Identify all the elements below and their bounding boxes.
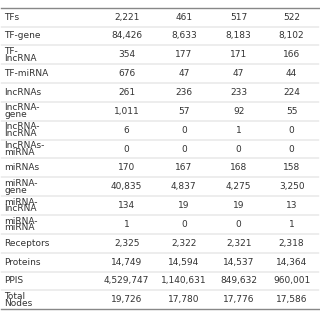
Text: 517: 517 (230, 13, 247, 22)
Text: lncRNAs: lncRNAs (4, 88, 42, 97)
Text: 17,586: 17,586 (276, 295, 308, 304)
Text: 47: 47 (233, 69, 244, 78)
Text: 158: 158 (283, 164, 300, 172)
Text: 2,321: 2,321 (226, 239, 252, 248)
Text: Total: Total (4, 292, 26, 301)
Text: 2,322: 2,322 (171, 239, 196, 248)
Text: 55: 55 (286, 107, 297, 116)
Text: 8,102: 8,102 (279, 31, 304, 41)
Text: 676: 676 (118, 69, 135, 78)
Text: 13: 13 (286, 201, 297, 210)
Text: 0: 0 (289, 126, 294, 135)
Text: TF-: TF- (4, 47, 18, 56)
Text: gene: gene (4, 110, 27, 119)
Text: 167: 167 (175, 164, 192, 172)
Text: 19: 19 (233, 201, 244, 210)
Text: 0: 0 (181, 126, 187, 135)
Text: miRNA-: miRNA- (4, 179, 38, 188)
Text: 261: 261 (118, 88, 135, 97)
Text: 0: 0 (181, 220, 187, 229)
Text: 8,633: 8,633 (171, 31, 197, 41)
Text: 170: 170 (118, 164, 135, 172)
Text: 166: 166 (283, 50, 300, 59)
Text: 6: 6 (124, 126, 130, 135)
Text: 960,001: 960,001 (273, 276, 310, 285)
Text: 177: 177 (175, 50, 192, 59)
Text: 4,275: 4,275 (226, 182, 252, 191)
Text: 47: 47 (178, 69, 189, 78)
Text: 0: 0 (181, 145, 187, 154)
Text: 224: 224 (283, 88, 300, 97)
Text: 2,318: 2,318 (279, 239, 304, 248)
Text: 44: 44 (286, 69, 297, 78)
Text: 17,776: 17,776 (223, 295, 254, 304)
Text: 84,426: 84,426 (111, 31, 142, 41)
Text: lncRNAs-: lncRNAs- (4, 141, 45, 150)
Text: 233: 233 (230, 88, 247, 97)
Text: 14,537: 14,537 (223, 258, 254, 267)
Text: miRNAs: miRNAs (4, 164, 40, 172)
Text: lncRNA: lncRNA (4, 54, 37, 63)
Text: 17,780: 17,780 (168, 295, 200, 304)
Text: 354: 354 (118, 50, 135, 59)
Text: 8,183: 8,183 (226, 31, 252, 41)
Text: 14,594: 14,594 (168, 258, 199, 267)
Text: Nodes: Nodes (4, 299, 33, 308)
Text: miRNA-: miRNA- (4, 217, 38, 226)
Text: 0: 0 (124, 145, 130, 154)
Text: lncRNA: lncRNA (4, 129, 37, 138)
Text: 849,632: 849,632 (220, 276, 257, 285)
Text: Receptors: Receptors (4, 239, 50, 248)
Text: gene: gene (4, 186, 27, 195)
Text: 2,325: 2,325 (114, 239, 140, 248)
Text: 0: 0 (289, 145, 294, 154)
Text: 19,726: 19,726 (111, 295, 142, 304)
Text: 1,140,631: 1,140,631 (161, 276, 207, 285)
Text: 4,529,747: 4,529,747 (104, 276, 149, 285)
Text: 168: 168 (230, 164, 247, 172)
Text: TFs: TFs (4, 13, 20, 22)
Text: 0: 0 (236, 220, 242, 229)
Text: lncRNA-: lncRNA- (4, 103, 40, 112)
Text: 2,221: 2,221 (114, 13, 140, 22)
Text: miRNA: miRNA (4, 223, 35, 232)
Text: 1: 1 (124, 220, 130, 229)
Text: Proteins: Proteins (4, 258, 41, 267)
Text: 0: 0 (236, 145, 242, 154)
Text: lncRNA: lncRNA (4, 204, 37, 213)
Text: 1,011: 1,011 (114, 107, 140, 116)
Text: 134: 134 (118, 201, 135, 210)
Text: 236: 236 (175, 88, 192, 97)
Text: 3,250: 3,250 (279, 182, 304, 191)
Text: 461: 461 (175, 13, 192, 22)
Text: 4,837: 4,837 (171, 182, 196, 191)
Text: 40,835: 40,835 (111, 182, 142, 191)
Text: 14,364: 14,364 (276, 258, 307, 267)
Text: 14,749: 14,749 (111, 258, 142, 267)
Text: miRNA-: miRNA- (4, 198, 38, 207)
Text: lncRNA-: lncRNA- (4, 122, 40, 131)
Text: miRNA: miRNA (4, 148, 35, 157)
Text: PPIS: PPIS (4, 276, 24, 285)
Text: 1: 1 (289, 220, 294, 229)
Text: 1: 1 (236, 126, 242, 135)
Text: 19: 19 (178, 201, 189, 210)
Text: 171: 171 (230, 50, 247, 59)
Text: TF-miRNA: TF-miRNA (4, 69, 49, 78)
Text: 57: 57 (178, 107, 189, 116)
Text: 92: 92 (233, 107, 244, 116)
Text: TF-gene: TF-gene (4, 31, 41, 41)
Text: 522: 522 (283, 13, 300, 22)
